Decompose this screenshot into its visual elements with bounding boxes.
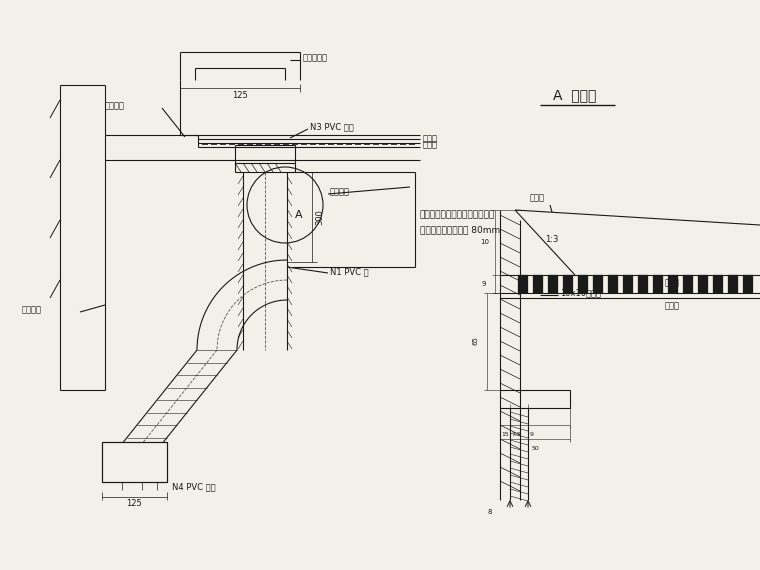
- Bar: [518, 275, 528, 293]
- Text: 7.5: 7.5: [511, 431, 521, 437]
- Text: 预制部分: 预制部分: [22, 306, 42, 315]
- Text: 300: 300: [315, 209, 324, 225]
- Bar: [623, 275, 633, 293]
- Bar: [102, 442, 167, 482]
- Text: 防水层: 防水层: [423, 140, 438, 149]
- Text: 保护层: 保护层: [665, 279, 680, 287]
- Text: 125: 125: [232, 91, 248, 100]
- Text: 10: 10: [480, 239, 489, 245]
- Text: 50: 50: [531, 446, 539, 450]
- Text: 1:3: 1:3: [545, 235, 559, 245]
- Bar: [593, 275, 603, 293]
- Bar: [608, 275, 618, 293]
- Text: N1 PVC 管: N1 PVC 管: [330, 267, 369, 276]
- Bar: [533, 275, 543, 293]
- Text: 65: 65: [472, 336, 478, 345]
- Text: 预制部分: 预制部分: [330, 188, 350, 197]
- Bar: [563, 275, 573, 293]
- Text: 9: 9: [530, 431, 534, 437]
- Text: A  示意图: A 示意图: [553, 88, 597, 102]
- Bar: [743, 275, 753, 293]
- Text: 15: 15: [501, 431, 508, 437]
- Bar: [548, 275, 558, 293]
- Text: 保护层: 保护层: [423, 135, 438, 144]
- Text: 排水坡: 排水坡: [530, 193, 545, 202]
- Text: 进行封边处理，高度 80mm: 进行封边处理，高度 80mm: [420, 226, 500, 234]
- Bar: [653, 275, 663, 293]
- Text: N4 PVC 弯头: N4 PVC 弯头: [172, 482, 216, 491]
- Text: N3 PVC 管座: N3 PVC 管座: [310, 123, 353, 132]
- Bar: [728, 275, 738, 293]
- Text: 现浇防撟墙: 现浇防撟墙: [303, 54, 328, 63]
- Bar: [638, 275, 648, 293]
- Text: A: A: [295, 210, 302, 220]
- Bar: [713, 275, 723, 293]
- Text: 防水层: 防水层: [665, 302, 680, 311]
- Bar: [578, 275, 588, 293]
- Text: 9: 9: [482, 281, 486, 287]
- Bar: [668, 275, 678, 293]
- Text: 防水涂料: 防水涂料: [105, 101, 125, 111]
- Bar: [698, 275, 708, 293]
- Text: 8: 8: [488, 509, 492, 515]
- Bar: [683, 275, 693, 293]
- Text: 125: 125: [126, 499, 142, 508]
- Text: 用聚氨酯防水涂料贴卷材附加层: 用聚氨酯防水涂料贴卷材附加层: [420, 210, 496, 219]
- Text: 10x10橡胶胶: 10x10橡胶胶: [560, 288, 601, 298]
